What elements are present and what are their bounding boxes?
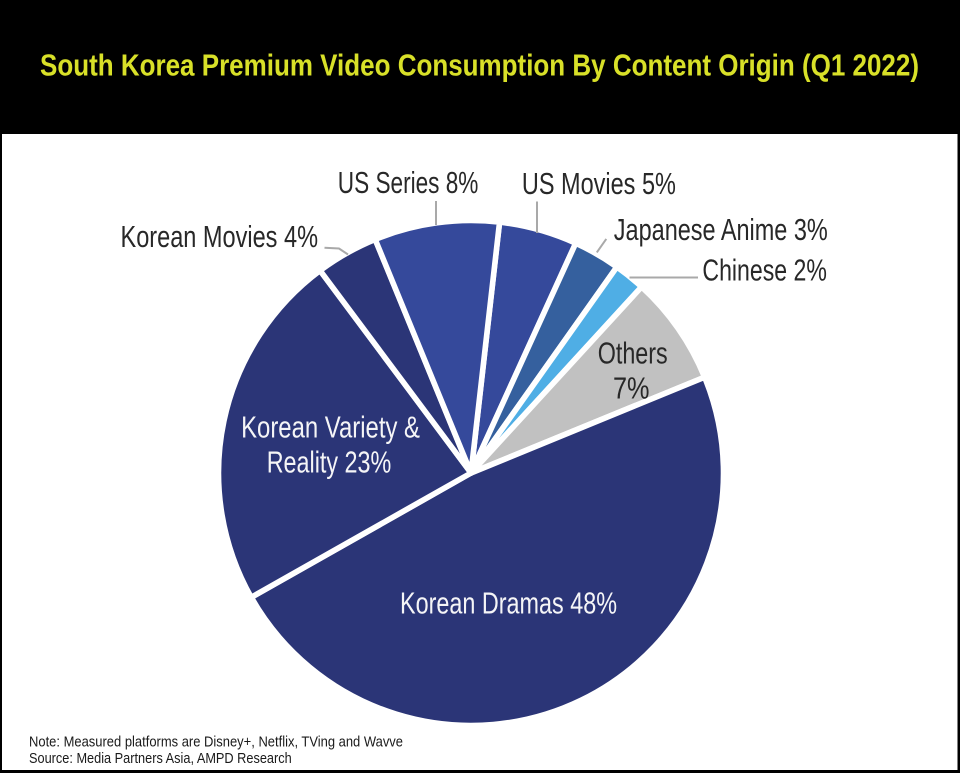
svg-text:US Movies 5%: US Movies 5% bbox=[522, 166, 676, 201]
svg-text:Reality 23%: Reality 23% bbox=[267, 445, 392, 480]
svg-text:Korean Movies 4%: Korean Movies 4% bbox=[121, 219, 319, 254]
svg-text:7%: 7% bbox=[613, 371, 650, 406]
svg-text:Chinese 2%: Chinese 2% bbox=[702, 252, 827, 287]
svg-text:Others: Others bbox=[598, 336, 668, 371]
svg-text:South Korea Premium Video Cons: South Korea Premium Video Consumption By… bbox=[40, 48, 919, 83]
svg-text:Korean Dramas 48%: Korean Dramas 48% bbox=[400, 585, 617, 620]
svg-text:Korean Variety &: Korean Variety & bbox=[241, 409, 420, 444]
svg-text:US Series 8%: US Series 8% bbox=[338, 165, 479, 200]
svg-text:Note: Measured platforms are D: Note: Measured platforms are Disney+, Ne… bbox=[29, 735, 403, 751]
svg-text:Source: Media Partners Asia, A: Source: Media Partners Asia, AMPD Resear… bbox=[29, 751, 292, 767]
svg-text:Japanese Anime 3%: Japanese Anime 3% bbox=[614, 212, 828, 247]
